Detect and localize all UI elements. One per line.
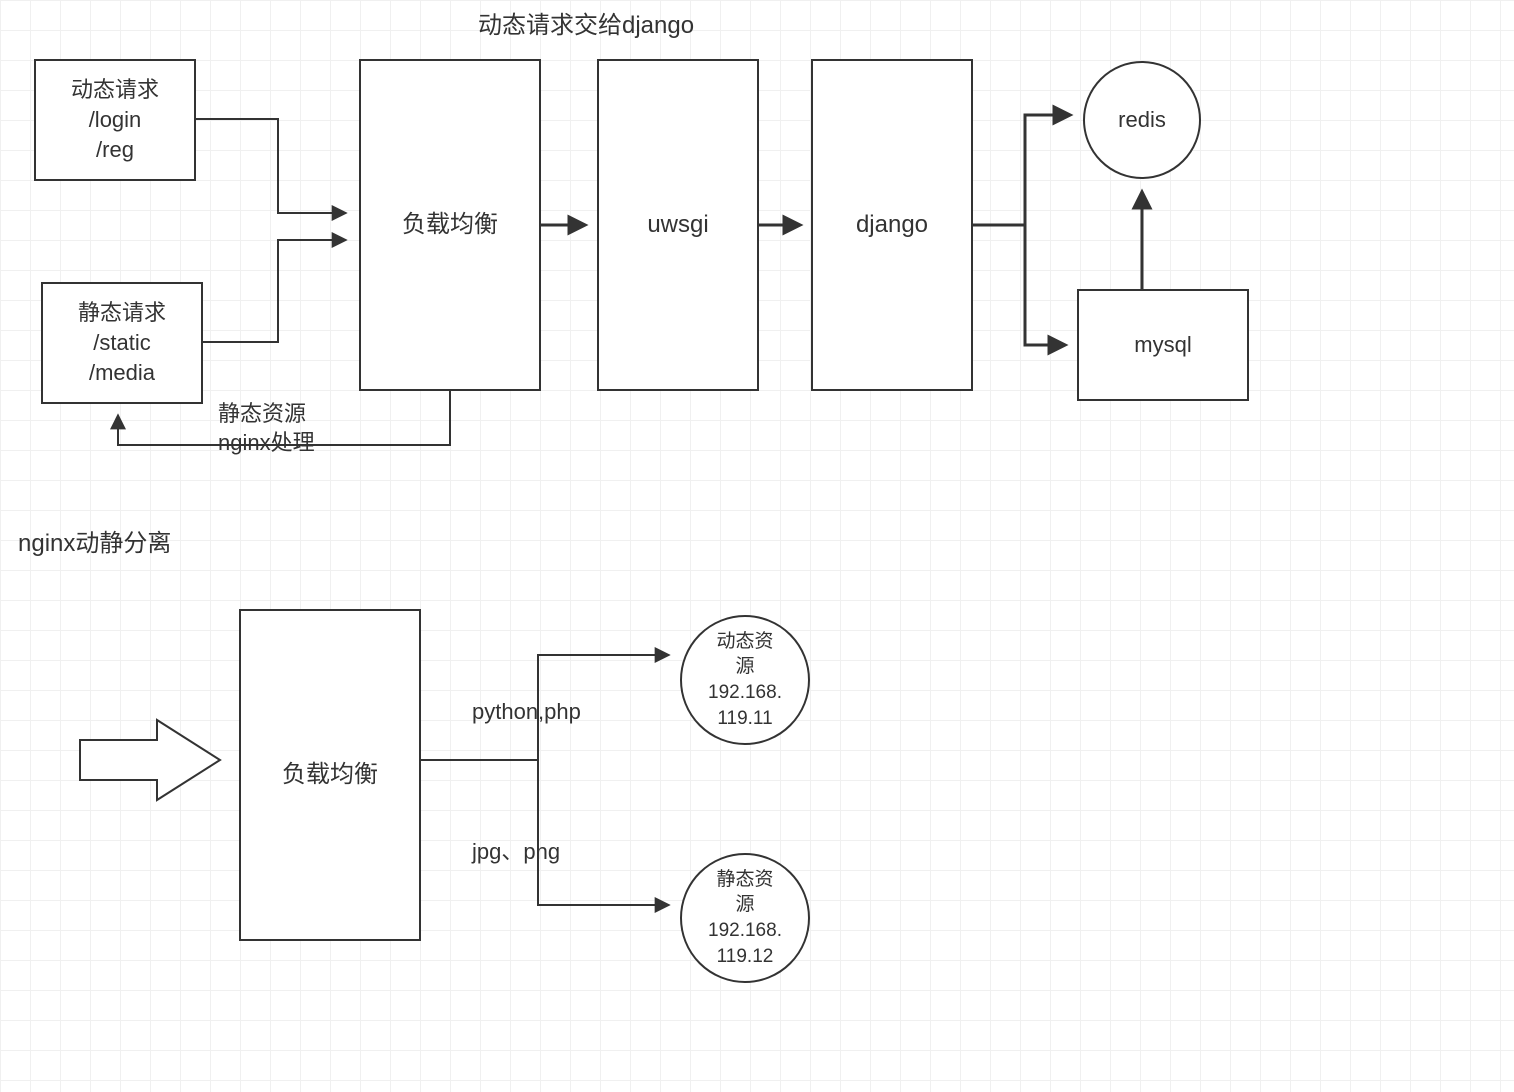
edge-lb2_dyn [538,655,668,760]
node-uwsgi [598,60,758,390]
node-static_req [42,283,202,403]
edge-lb2_static [538,760,668,905]
node-lb1 [360,60,540,390]
big-arrow-icon [80,720,220,800]
node-dyn_req [35,60,195,180]
diagram-svg [0,0,1514,1092]
node-django [812,60,972,390]
node-mysql [1078,290,1248,400]
edge-dj_mysql [1025,225,1065,345]
edge-dyn_req [195,119,345,213]
edge-dj_redis [1025,115,1070,225]
node-redis [1084,62,1200,178]
node-dyn_res [681,616,809,744]
node-static_res [681,854,809,982]
node-lb2 [240,610,420,940]
edge-static_req [202,240,345,342]
